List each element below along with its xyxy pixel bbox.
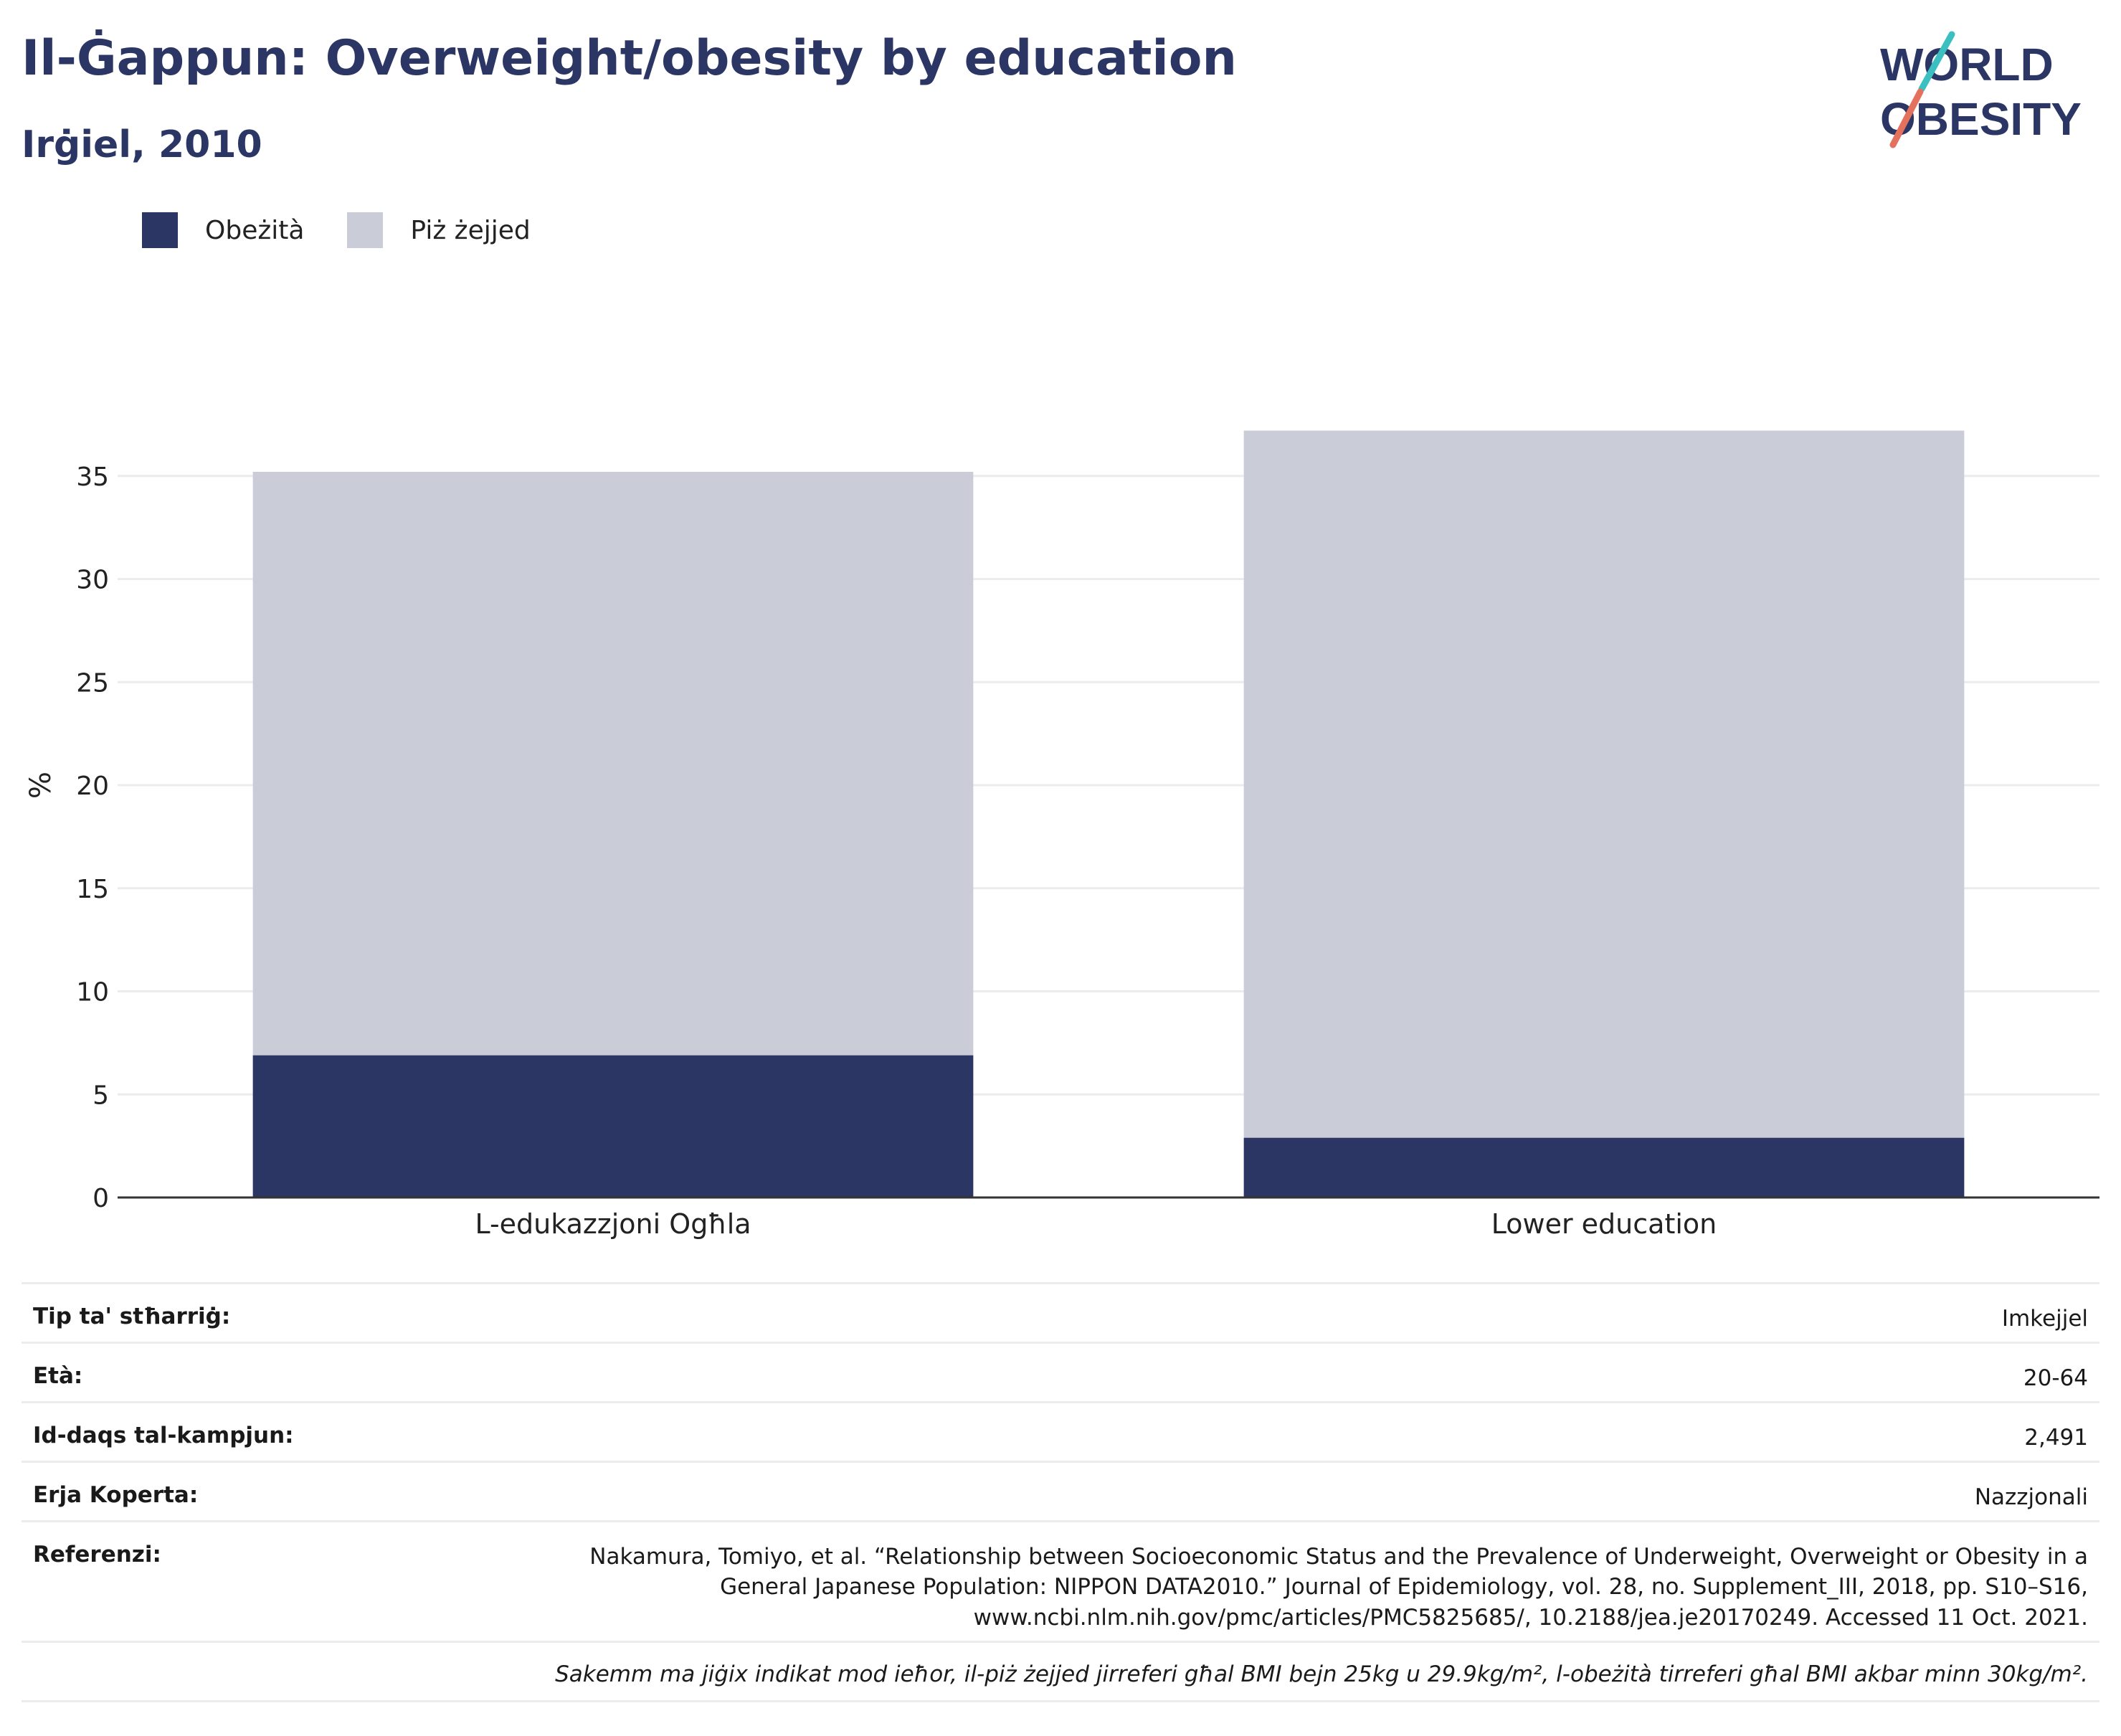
legend-label-overweight: Piż żejjed bbox=[410, 215, 531, 245]
y-tick-label: 20 bbox=[76, 772, 109, 801]
chart-legend: Obeżità Piż żejjed bbox=[142, 212, 574, 248]
y-tick-label: 15 bbox=[76, 875, 109, 904]
info-label: Id-daqs tal-kampjun: bbox=[33, 1423, 294, 1448]
info-value: Nazzjonali bbox=[1974, 1484, 2088, 1510]
info-label: Referenzi: bbox=[33, 1542, 161, 1567]
info-value: Imkejjel bbox=[2001, 1306, 2088, 1332]
info-row-survey-type: Tip ta' stħarriġ: Imkejjel bbox=[22, 1283, 2099, 1343]
legend-swatch-overweight bbox=[347, 212, 384, 248]
bar-obesity[interactable] bbox=[252, 1055, 974, 1197]
reference-text: Nakamura, Tomiyo, et al. “Relationship b… bbox=[348, 1522, 2099, 1642]
bar-overweight[interactable] bbox=[1243, 430, 1965, 1138]
y-tick-label: 30 bbox=[76, 566, 109, 595]
info-label: Erja Koperta: bbox=[33, 1482, 199, 1508]
info-row-age: Età: 20-64 bbox=[22, 1342, 2099, 1403]
y-axis-label: % bbox=[24, 772, 57, 799]
y-tick-label: 35 bbox=[76, 463, 109, 492]
bar-overweight[interactable] bbox=[252, 472, 974, 1056]
logo-line2: OBESITY bbox=[1880, 93, 2082, 145]
info-value: 2,491 bbox=[2024, 1425, 2088, 1451]
info-row-references: Referenzi: Nakamura, Tomiyo, et al. “Rel… bbox=[22, 1521, 2099, 1642]
bar-obesity[interactable] bbox=[1243, 1137, 1965, 1197]
y-tick-label: 0 bbox=[92, 1184, 109, 1213]
legend-swatch-obesity bbox=[142, 212, 178, 248]
info-label: Età: bbox=[33, 1363, 83, 1389]
page-subtitle: Irġiel, 2010 bbox=[22, 123, 262, 166]
bar-chart: 0 5 10 15 20 25 30 35% L-edukazzjoni Ogħla Lower … bbox=[24, 430, 2099, 1240]
info-row-note: Sakemm ma jiġix indikat mod ieħor, il-pi… bbox=[22, 1641, 2099, 1702]
world-obesity-logo: WORLD OBESITY bbox=[1880, 31, 2082, 148]
info-label: Tip ta' stħarriġ: bbox=[33, 1304, 231, 1329]
x-tick-label: Lower education bbox=[1491, 1208, 1717, 1240]
legend-item-overweight[interactable]: Piż żejjed bbox=[347, 212, 531, 248]
y-tick-label: 10 bbox=[76, 978, 109, 1007]
reference-line: General Japanese Population: NIPPON DATA… bbox=[720, 1574, 2088, 1600]
x-tick-label: L-edukazzjoni Ogħla bbox=[475, 1208, 751, 1240]
definition-note: Sakemm ma jiġix indikat mod ieħor, il-pi… bbox=[555, 1661, 2088, 1687]
reference-line: www.ncbi.nlm.nih.gov/pmc/articles/PMC582… bbox=[973, 1604, 2088, 1631]
reference-line: Nakamura, Tomiyo, et al. “Relationship b… bbox=[589, 1544, 2088, 1570]
info-row-area-covered: Erja Koperta: Nazzjonali bbox=[22, 1461, 2099, 1522]
page-title: Il-Ġappun: Overweight/obesity by educati… bbox=[22, 30, 1237, 87]
info-value: 20-64 bbox=[2023, 1365, 2088, 1391]
legend-label-obesity: Obeżità bbox=[205, 215, 305, 245]
logo-line1: WORLD bbox=[1880, 39, 2054, 90]
y-tick-label: 5 bbox=[92, 1081, 109, 1110]
y-tick-label: 25 bbox=[76, 668, 109, 698]
legend-item-obesity[interactable]: Obeżità bbox=[142, 212, 304, 248]
survey-info-table: Tip ta' stħarriġ: Imkejjel Età: 20-64 Id… bbox=[22, 1282, 2099, 1702]
info-row-sample-size: Id-daqs tal-kampjun: 2,491 bbox=[22, 1402, 2099, 1462]
